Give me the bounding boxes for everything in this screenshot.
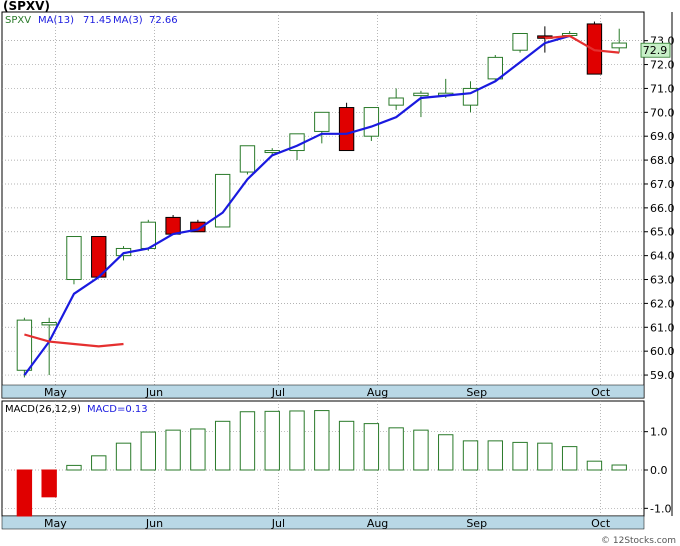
x-tick-label: Oct: [591, 386, 611, 399]
macd-bar-positive: [66, 464, 82, 471]
macd-bar-positive: [91, 455, 107, 471]
candle-up: [363, 107, 380, 137]
macd-x-tick-label: Jul: [271, 517, 285, 530]
site-credit: © 12Stocks.com: [601, 536, 676, 546]
macd-bar-positive: [314, 410, 330, 471]
macd-bar-positive: [462, 440, 479, 471]
macd-legend-value: MACD=0.13: [87, 404, 148, 415]
macd-x-tick-label: May: [44, 517, 67, 530]
price-tick-label: 59.0: [650, 369, 675, 382]
price-tick-label: 63.0: [650, 274, 675, 287]
macd-bar-positive: [239, 411, 256, 471]
legend-ma13-label: MA(13): [38, 15, 74, 26]
macd-bar-positive: [388, 427, 404, 471]
macd-bar-positive: [140, 431, 157, 471]
x-tick-label: May: [44, 386, 67, 399]
macd-tick-label: 1.0: [650, 426, 668, 439]
macd-date-axis: [1, 515, 645, 530]
price-tick-label: 68.0: [650, 154, 675, 167]
candle-up: [214, 173, 231, 228]
macd-tick-label: 0.0: [650, 464, 668, 477]
price-tick-label: 67.0: [650, 178, 675, 191]
macd-bar-positive: [561, 446, 578, 471]
macd-bar-positive: [537, 442, 553, 471]
macd-bar-positive: [115, 442, 132, 471]
macd-bar-negative: [41, 469, 57, 498]
legend-ma3-label: MA(3): [113, 15, 143, 26]
macd-bar-positive: [438, 434, 454, 471]
legend-ma13-value: 71.45: [83, 15, 112, 26]
price-tick-label: 61.0: [650, 321, 675, 334]
macd-bar-positive: [214, 420, 231, 471]
price-tick-label: 66.0: [650, 202, 675, 215]
macd-bar-positive: [586, 460, 603, 471]
macd-bar-positive: [190, 428, 206, 471]
last-price-label: 72.9: [643, 44, 668, 57]
macd-bar-positive: [611, 464, 627, 471]
price-tick-label: 71.0: [650, 82, 675, 95]
candle-up: [512, 32, 528, 51]
macd-bar-positive: [264, 410, 280, 471]
candle-up: [388, 97, 404, 106]
macd-x-tick-label: Aug: [367, 517, 388, 530]
candle-down: [165, 216, 181, 235]
chart-title: (SPXV): [3, 0, 50, 13]
macd-bar-positive: [289, 410, 305, 471]
x-tick-label: Jun: [145, 386, 163, 399]
candle-up: [413, 92, 429, 97]
macd-bar-negative: [16, 469, 33, 517]
candle-down: [190, 221, 206, 233]
price-tick-label: 69.0: [650, 130, 675, 143]
price-tick-label: 64.0: [650, 250, 675, 263]
candle-up: [16, 319, 33, 371]
macd-bar-positive: [338, 420, 355, 471]
macd-bar-positive: [487, 440, 503, 471]
price-date-axis: [1, 384, 645, 399]
candle-down: [338, 107, 355, 152]
x-tick-label: Sep: [466, 386, 487, 399]
legend-ticker: SPXV: [5, 15, 31, 26]
price-tick-label: 65.0: [650, 226, 675, 239]
macd-legend-label: MACD(26,12,9): [5, 404, 81, 415]
macd-bar-positive: [512, 441, 528, 471]
x-tick-label: Aug: [367, 386, 388, 399]
price-tick-label: 60.0: [650, 345, 675, 358]
macd-bar-positive: [165, 429, 181, 471]
ma13-line: [23, 34, 570, 376]
macd-tick-label: -1.0: [650, 502, 671, 515]
legend-ma3-value: 72.66: [149, 15, 178, 26]
price-tick-label: 62.0: [650, 297, 675, 310]
ma3-line: [24, 34, 620, 348]
last-price-box: [640, 42, 671, 58]
macd-x-tick-label: Oct: [591, 517, 611, 530]
candle-up: [41, 322, 57, 326]
candle-up: [487, 56, 503, 80]
macd-x-tick-label: Jun: [145, 517, 163, 530]
candle-up: [611, 42, 627, 49]
macd-x-tick-label: Sep: [466, 517, 487, 530]
candle-up: [66, 236, 82, 281]
macd-bar-positive: [413, 429, 429, 471]
candle-up: [239, 145, 256, 173]
price-panel: [1, 11, 645, 399]
price-tick-label: 72.0: [650, 59, 675, 72]
x-tick-label: Jul: [271, 386, 285, 399]
macd-bar-positive: [363, 423, 380, 471]
candle-up: [314, 111, 330, 132]
price-tick-label: 70.0: [650, 106, 675, 119]
